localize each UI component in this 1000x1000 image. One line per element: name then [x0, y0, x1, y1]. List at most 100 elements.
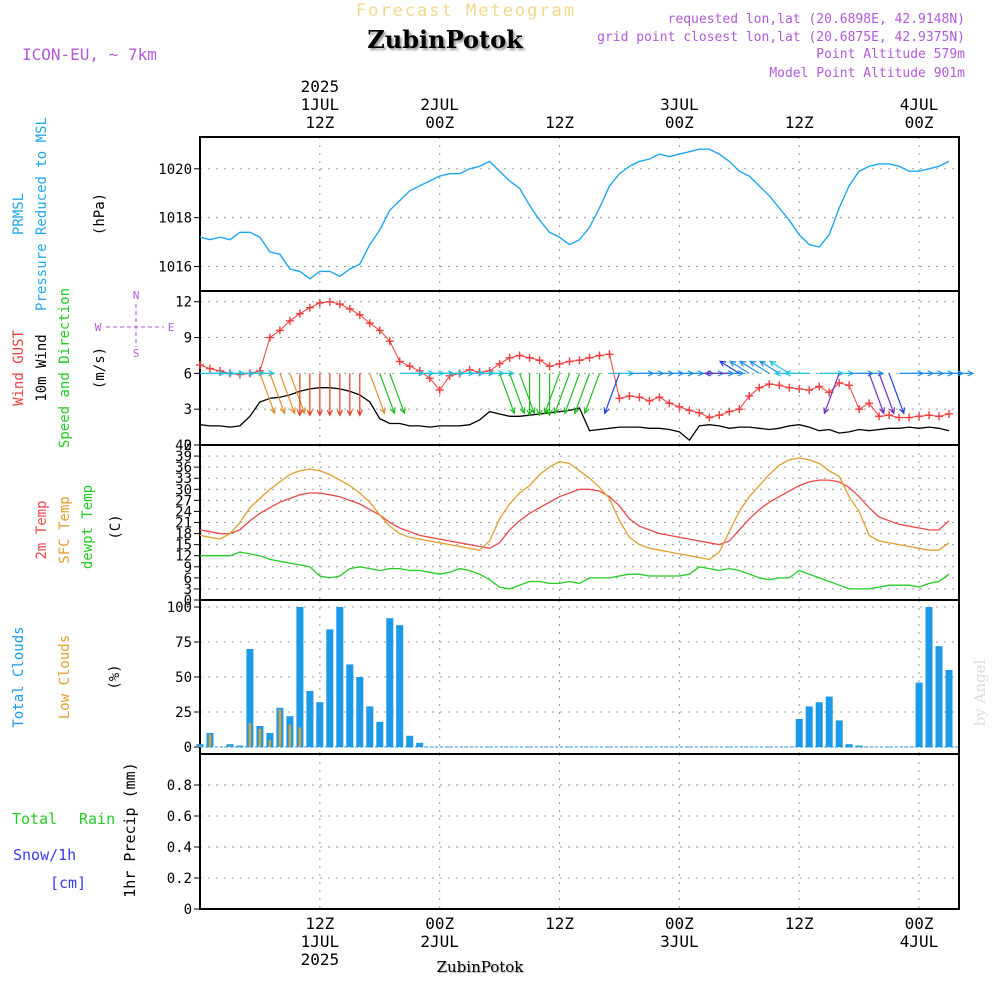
- prmsl-label: PRMSL: [11, 193, 27, 235]
- gust-marker: [655, 393, 664, 402]
- bottom-time-label: 12Z: [305, 914, 334, 933]
- y-tick-label: 39: [175, 449, 192, 465]
- low-cloud-bar: [268, 740, 272, 747]
- gust-marker: [735, 405, 744, 414]
- wind-direction-arrow: [379, 373, 396, 415]
- temperature-labels: 2m Temp SFC Temp dewpt Temp (C): [34, 485, 124, 569]
- gust-marker: [325, 297, 334, 306]
- gust-marker: [945, 409, 954, 418]
- wind-direction-arrow: [949, 370, 975, 377]
- wind-direction-arrow: [326, 373, 333, 417]
- gust-marker: [935, 412, 944, 421]
- bottom-time-label: 12Z: [545, 914, 574, 933]
- wind-direction-arrow: [573, 373, 591, 415]
- model-altitude: Model Point Altitude 901m: [769, 66, 965, 81]
- model-label: ICON-EU, ~ 7km: [22, 45, 157, 64]
- gust-marker: [895, 413, 904, 422]
- precip-unit: 1hr Precip (mm): [121, 762, 139, 897]
- total-rain-total-label: Total: [12, 810, 57, 828]
- gust-marker: [855, 405, 864, 414]
- y-tick-label: 3: [184, 402, 192, 418]
- y-tick-label: 3: [184, 582, 192, 598]
- gust-marker: [905, 413, 914, 422]
- gust-marker: [685, 406, 694, 415]
- wind-label: 10m Wind: [34, 334, 50, 401]
- y-tick-label: 12: [175, 295, 192, 311]
- y-tick-label: 0.8: [167, 778, 192, 794]
- gust-marker: [565, 357, 574, 366]
- wind-direction-arrow: [389, 373, 406, 415]
- wind-direction-arrow: [279, 373, 296, 415]
- gust-marker: [515, 351, 524, 360]
- total-cloud-bar: [296, 607, 304, 747]
- y-tick-label: 18: [175, 527, 192, 543]
- wind-direction-arrow: [738, 360, 760, 374]
- temp-unit: (C): [108, 514, 124, 539]
- top-time-label: 00Z: [425, 113, 454, 132]
- gust-marker: [465, 365, 474, 374]
- wind-direction-arrow: [346, 373, 353, 417]
- gust-marker: [765, 380, 774, 389]
- total-cloud-bar: [316, 702, 324, 747]
- y-tick-label: 6: [184, 571, 192, 587]
- wind-direction-arrow: [823, 373, 840, 415]
- top-time-label: 2025: [301, 77, 340, 96]
- gust-marker: [635, 393, 644, 402]
- y-tick-label: 36: [175, 460, 192, 476]
- wind-direction-arrow: [546, 373, 553, 417]
- bottom-time-label: 3JUL: [660, 932, 699, 951]
- top-time-label: 12Z: [545, 113, 574, 132]
- cloud-labels: Total Clouds Low Clouds (%): [11, 626, 123, 727]
- gust-marker: [295, 309, 304, 318]
- gust-marker: [365, 319, 374, 328]
- y-tick-label: 24: [175, 504, 192, 520]
- prmsl-desc-label: Pressure Reduced to MSL: [34, 117, 50, 311]
- gust-marker: [845, 381, 854, 390]
- top-time-label: 12Z: [305, 113, 334, 132]
- gust-marker: [545, 362, 554, 371]
- gust-marker: [335, 300, 344, 309]
- watermark: by Angel: [971, 659, 989, 726]
- total-cloud-bar: [825, 696, 833, 747]
- gust-marker: [835, 378, 844, 387]
- wind-labels: Wind GUST 10m Wind Speed and Direction (…: [11, 288, 108, 448]
- total-cloud-bar: [336, 607, 344, 747]
- top-time-label: 3JUL: [660, 95, 699, 114]
- gust-marker: [865, 399, 874, 408]
- total-cloud-bar: [356, 677, 364, 747]
- gust-marker: [345, 304, 354, 313]
- gust-marker: [505, 353, 514, 362]
- wind-direction-arrow: [336, 373, 343, 417]
- total-cloud-bar: [416, 742, 424, 747]
- wind-direction-arrow: [583, 373, 601, 415]
- y-tick-label: 1018: [158, 211, 192, 227]
- total-cloud-bar: [945, 670, 953, 747]
- total-cloud-bar: [845, 744, 853, 747]
- closest-point: grid point closest lon,lat (20.6875E, 42…: [597, 30, 965, 45]
- pressure-unit: (hPa): [92, 193, 108, 235]
- panels: 1016101810200369120369121518212427303336…: [158, 136, 975, 918]
- wind-direction-arrow: [748, 360, 770, 374]
- gust-marker: [275, 326, 284, 335]
- gust-marker: [265, 333, 274, 342]
- gust-marker: [745, 392, 754, 401]
- y-tick-label: 0: [184, 593, 192, 609]
- gust-marker: [615, 394, 624, 403]
- gust-marker: [755, 383, 764, 392]
- wind-direction-arrow: [369, 373, 386, 415]
- y-tick-label: 1016: [158, 260, 192, 276]
- top-time-label: 4JUL: [900, 95, 939, 114]
- wind-direction-arrow: [718, 360, 740, 374]
- low-clouds-label: Low Clouds: [57, 635, 73, 719]
- pressure-labels: PRMSL Pressure Reduced to MSL (hPa): [11, 117, 108, 311]
- low-cloud-bar: [198, 745, 202, 747]
- bottom-time-label: 4JUL: [900, 932, 939, 951]
- gust-marker: [305, 303, 314, 312]
- low-cloud-bar: [298, 727, 302, 747]
- low-cloud-bar: [248, 723, 252, 747]
- wind-direction-arrow: [356, 373, 363, 417]
- compass-east: E: [168, 321, 175, 334]
- gust-marker: [395, 357, 404, 366]
- low-cloud-bar: [278, 709, 282, 747]
- total-cloud-bar: [406, 735, 414, 747]
